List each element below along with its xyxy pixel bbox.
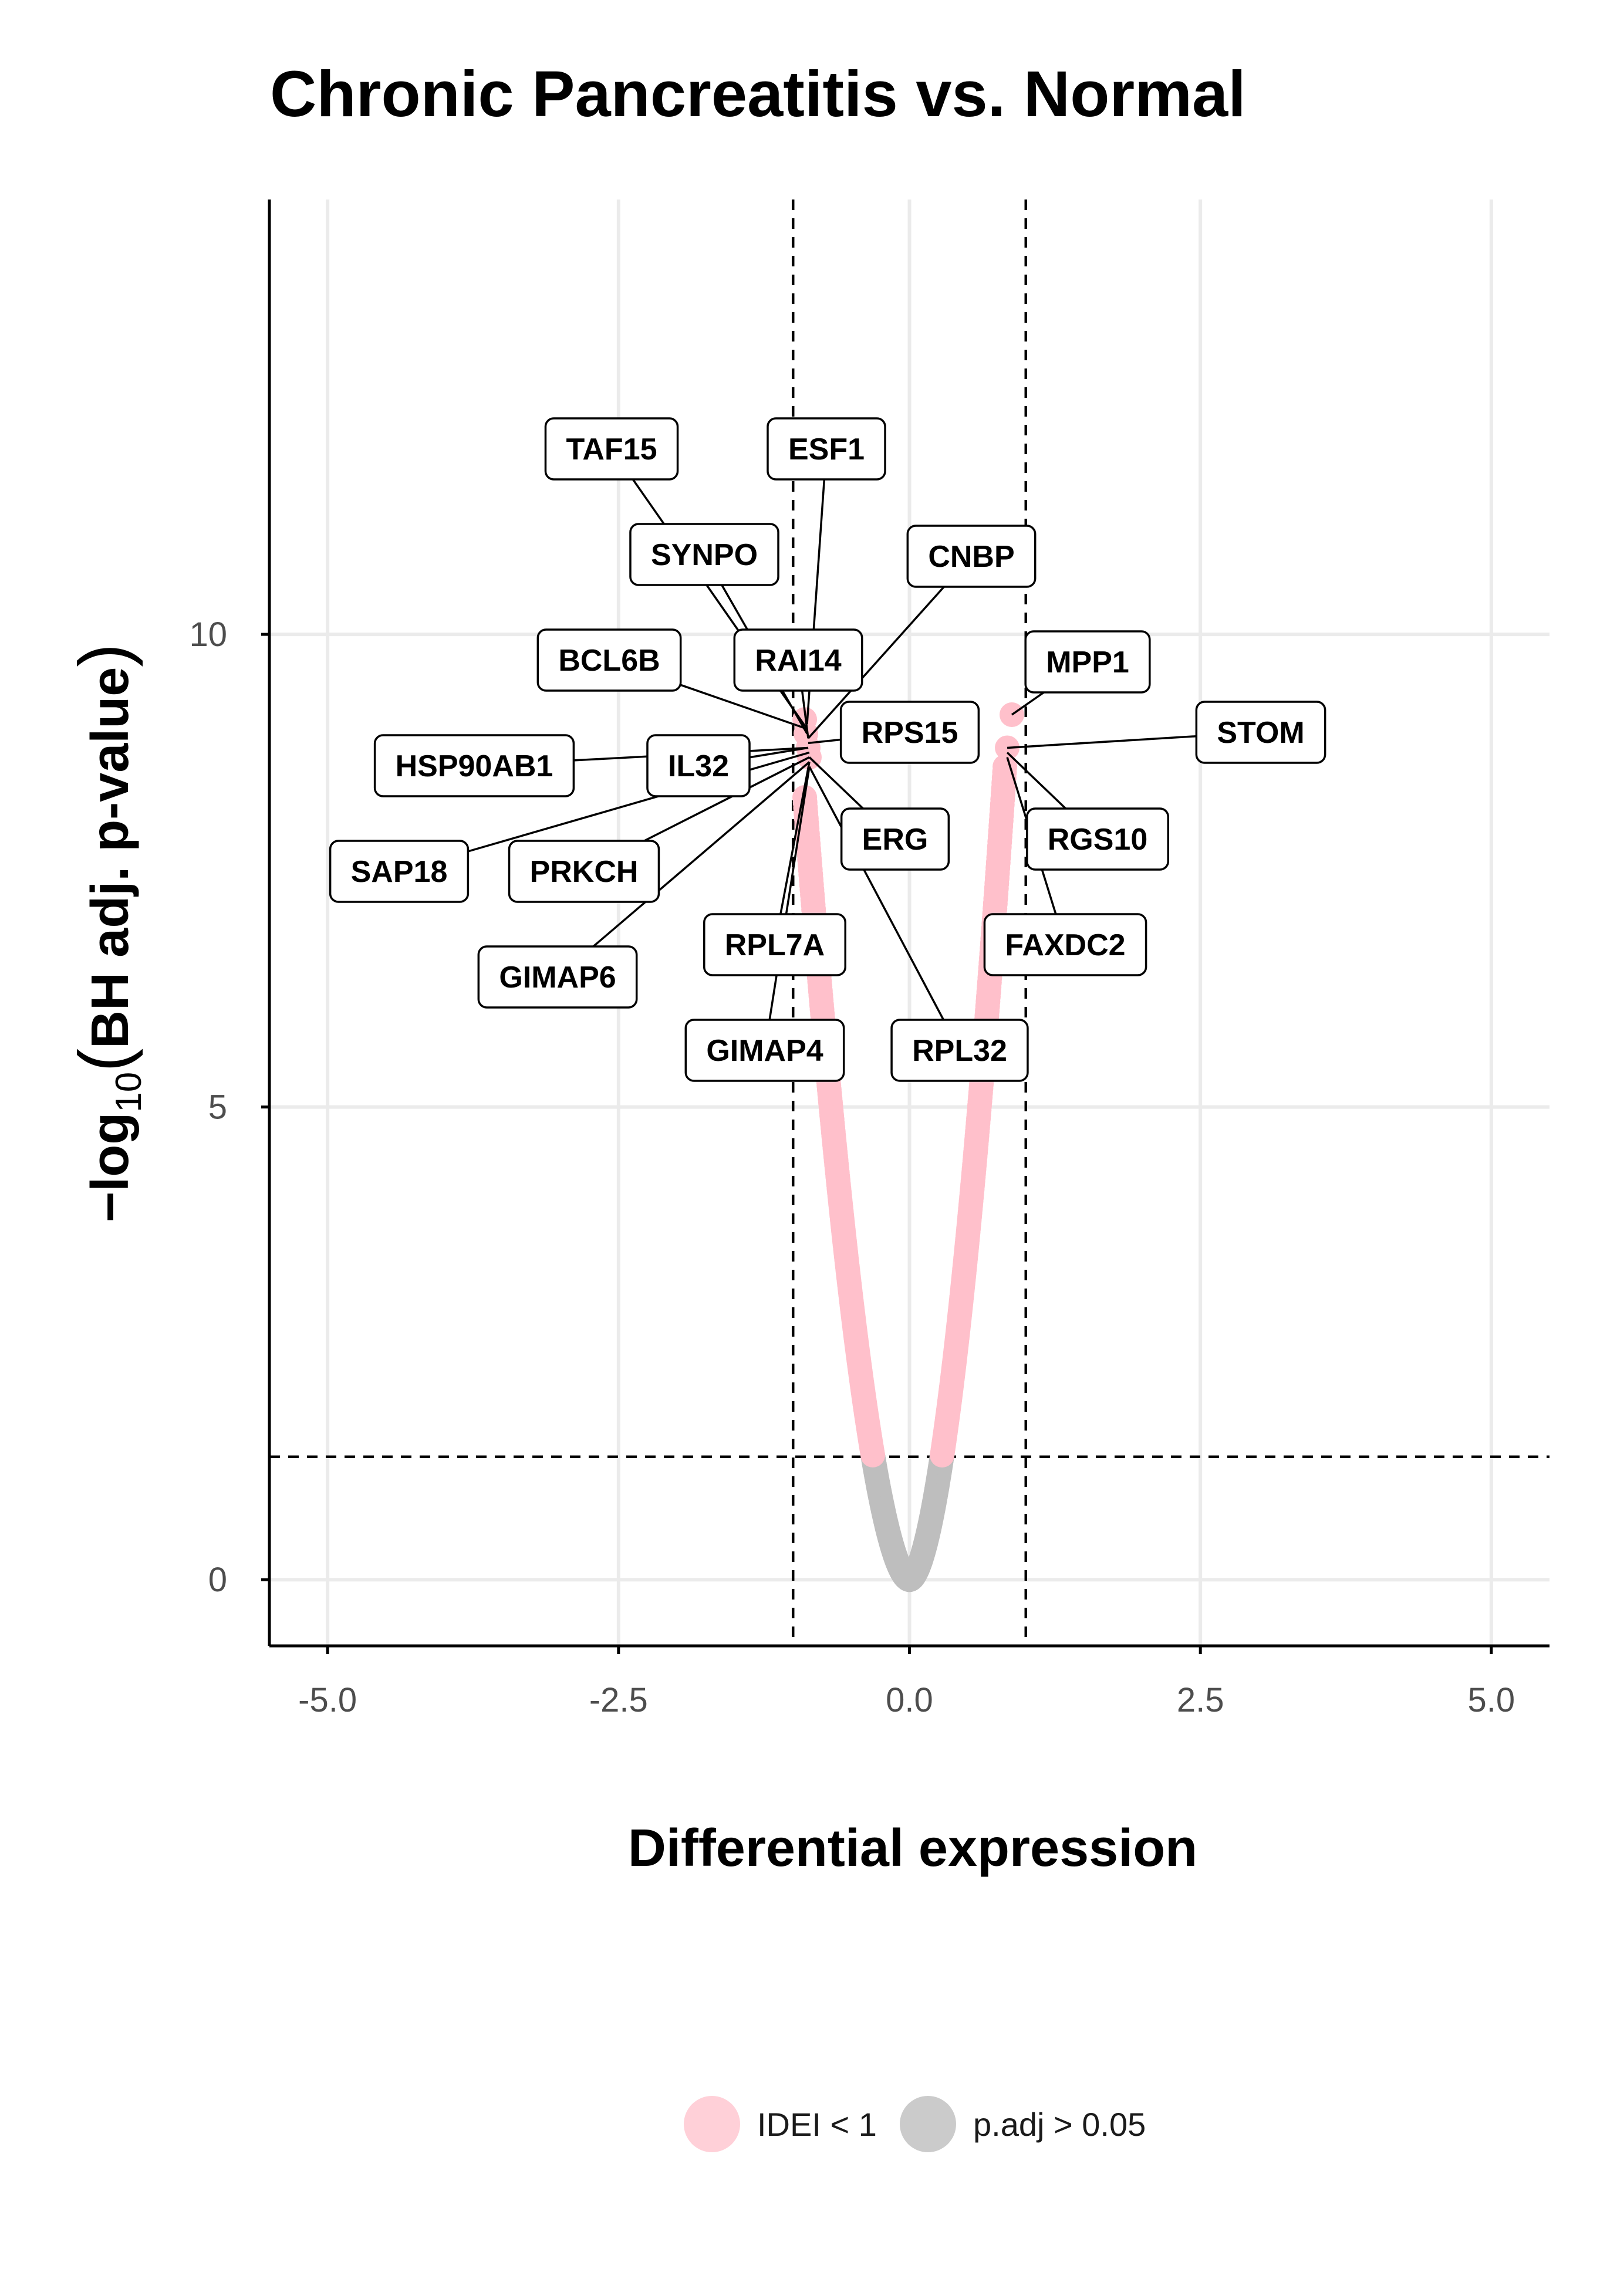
label-leader-line [808, 738, 841, 745]
legend-label: p.adj > 0.05 [973, 2106, 1146, 2143]
y-axis-title-inner: BH adj. p-value [81, 667, 140, 1049]
gene-label: PRKCH [530, 855, 639, 889]
gene-label-box [890, 1019, 1029, 1082]
y-tick-label: 10 [189, 616, 227, 654]
gene-label-box [906, 525, 1037, 588]
label-leader-line [801, 690, 809, 739]
legend-label: IDEI < 1 [757, 2106, 877, 2143]
y-axis-title: −log10(BH adj. p-value) [65, 644, 149, 1223]
gene-label: FAXDC2 [1005, 928, 1125, 962]
gene-label: IL32 [668, 749, 729, 783]
label-leader-line [808, 756, 864, 810]
x-tick-label: 0.0 [886, 1681, 933, 1719]
label-leader-line [1011, 691, 1045, 716]
label-leader-line [807, 586, 945, 739]
gene-label-box [733, 628, 863, 692]
gene-label-box [329, 840, 470, 903]
label-leader-line [1007, 735, 1197, 749]
gene-label: RGS10 [1048, 823, 1148, 857]
gene-label-box [477, 945, 638, 1009]
label-leader-line [768, 766, 811, 1020]
axes [261, 199, 1550, 1654]
y-tick-label: 5 [208, 1088, 227, 1127]
gene-label: RPS15 [862, 716, 958, 750]
gene-label-box [983, 913, 1147, 976]
y-tick-labels: 0 5 10 [189, 616, 227, 1599]
gene-label: RPL7A [725, 928, 825, 962]
label-leader-line [808, 766, 945, 1020]
gene-label: SAP18 [351, 855, 448, 889]
gene-label-box [1195, 701, 1326, 764]
gene-label-box [373, 734, 575, 797]
label-leaders [467, 478, 1197, 1020]
gene-label: GIMAP4 [706, 1034, 823, 1068]
gene-label-box [1024, 630, 1151, 694]
label-leader-line [643, 756, 810, 842]
gene-label: HSP90AB1 [396, 749, 553, 783]
chart-title: Chronic Pancreatitis vs. Normal [270, 58, 1246, 130]
y-axis-title-close-paren: ) [65, 644, 143, 667]
label-leader-line [749, 746, 809, 759]
gene-label-box [840, 807, 950, 871]
gene-label: ERG [862, 823, 929, 857]
label-leader-line [1006, 752, 1066, 810]
gene-label-box [703, 913, 846, 976]
x-tick-label: 5.0 [1468, 1681, 1515, 1719]
gene-label-box [839, 701, 980, 764]
gene-label: BCL6B [558, 644, 660, 678]
gene-label: CNBP [928, 540, 1014, 574]
gene-label-box [629, 523, 779, 586]
gene-label: GIMAP6 [499, 961, 616, 995]
gene-label-box [536, 628, 682, 692]
gene-label: TAF15 [566, 432, 657, 466]
legend-key-grey [900, 2096, 956, 2152]
label-leader-line [779, 762, 811, 915]
gene-label-box [767, 417, 886, 481]
x-tick-label: -2.5 [589, 1681, 648, 1719]
y-axis-title-prefix: −log [81, 1113, 140, 1223]
y-axis-title-open-paren: ( [65, 1049, 143, 1072]
x-tick-label: 2.5 [1177, 1681, 1224, 1719]
x-axis-title: Differential expression [628, 1819, 1197, 1878]
gene-labels: TAF15 ESF1 SYNPO CNBP BCL6B RAI14 MPP1 RPS15 STO… [329, 417, 1326, 1082]
gene-label: ESF1 [788, 432, 865, 466]
label-leader-line [467, 751, 810, 853]
gene-label-box [1025, 807, 1170, 871]
gene-label: MPP1 [1046, 645, 1129, 679]
legend: IDEI < 1 p.adj > 0.05 [684, 2096, 1146, 2152]
label-leader-line [680, 684, 808, 730]
gene-label: RPL32 [912, 1034, 1007, 1068]
gene-label-box [544, 417, 679, 481]
label-leader-line [592, 761, 811, 948]
gene-label-box [646, 734, 751, 797]
gene-label: STOM [1217, 716, 1304, 750]
y-tick-label: 0 [208, 1561, 227, 1599]
x-tick-labels: -5.0 -2.5 0.0 2.5 5.0 [298, 1681, 1515, 1719]
gene-label: RAI14 [755, 644, 841, 678]
y-axis-title-subscript: 10 [109, 1072, 149, 1113]
gene-label: SYNPO [651, 538, 758, 572]
data-points [792, 702, 1024, 1592]
gene-label-box [508, 840, 660, 903]
x-tick-label: -5.0 [298, 1681, 357, 1719]
gene-label-box [684, 1019, 845, 1082]
legend-key-pink [684, 2096, 740, 2152]
